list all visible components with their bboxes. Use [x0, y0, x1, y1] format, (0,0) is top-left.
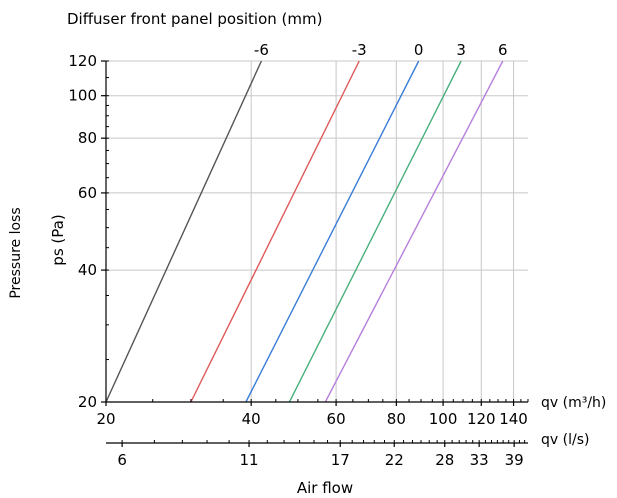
chart-title: Diffuser front panel position (mm) — [67, 10, 322, 28]
series-line — [105, 60, 263, 403]
x-tick-label: 40 — [242, 410, 261, 428]
y-tick-label: 20 — [78, 393, 97, 411]
ls-tick-label: 11 — [240, 451, 259, 469]
y-tick-label: 100 — [68, 87, 97, 105]
series-line — [190, 60, 360, 403]
series-label: 3 — [456, 41, 466, 59]
x-axis-m3h-label: qv (m³/h) — [541, 395, 606, 411]
y-tick-label: 80 — [78, 129, 97, 147]
x-tick-label: 120 — [467, 410, 496, 428]
x-axis-ls-label: qv (l/s) — [541, 432, 589, 448]
y-tick-label: 60 — [78, 184, 97, 202]
grid-lines — [106, 60, 528, 402]
ls-tick-label: 39 — [505, 451, 524, 469]
y-axis-outer-label: Pressure loss — [8, 207, 24, 298]
series-group: -6 -3 0 3 6 — [105, 41, 508, 403]
x-tick-label: 140 — [499, 410, 528, 428]
y-axis-label: ps (Pa) — [49, 214, 67, 265]
series-line — [288, 60, 462, 403]
ls-tick-label: 6 — [117, 451, 127, 469]
x-tick-label: 20 — [96, 410, 115, 428]
x-tick-label: 80 — [387, 410, 406, 428]
series-label: -3 — [352, 41, 367, 59]
series-line — [324, 60, 504, 403]
series-label: -6 — [254, 41, 269, 59]
series-label: 0 — [414, 41, 424, 59]
y-tick-label: 120 — [68, 52, 97, 70]
x-tick-label: 100 — [429, 410, 458, 428]
series-label: 6 — [498, 41, 508, 59]
ls-tick-label: 17 — [331, 451, 350, 469]
x-tick-label: 60 — [327, 410, 346, 428]
ls-tick-label: 22 — [385, 451, 404, 469]
ls-tick-label: 28 — [435, 451, 454, 469]
x-axis-label: Air flow — [297, 479, 353, 497]
y-tick-label: 40 — [78, 261, 97, 279]
ls-tick-label: 33 — [470, 451, 489, 469]
series-line — [245, 60, 420, 403]
